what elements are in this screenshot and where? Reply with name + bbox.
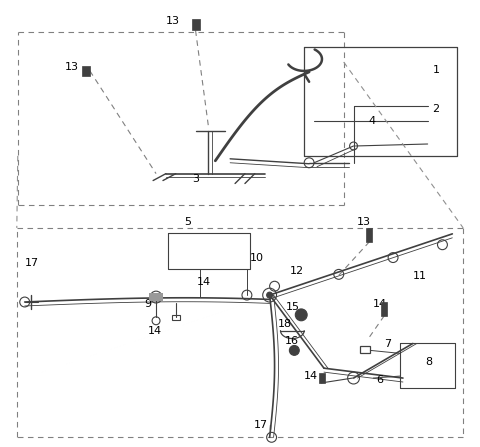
Text: 13: 13 (357, 217, 371, 227)
Bar (360, 346, 371, 354)
Text: 4: 4 (368, 116, 375, 127)
Text: 6: 6 (376, 375, 384, 385)
Bar (192, 19, 200, 30)
Text: 11: 11 (413, 271, 427, 281)
Bar (82, 66, 90, 76)
Text: 5: 5 (184, 217, 191, 227)
Text: 14: 14 (196, 277, 211, 287)
Bar (172, 315, 180, 320)
Text: 15: 15 (286, 302, 300, 312)
Bar (381, 302, 387, 316)
Bar (149, 293, 163, 301)
Text: 7: 7 (384, 339, 391, 350)
Text: 14: 14 (148, 326, 162, 336)
Text: 18: 18 (277, 319, 292, 329)
Text: 13: 13 (166, 16, 180, 25)
Text: 10: 10 (250, 253, 264, 262)
Text: 14: 14 (372, 299, 386, 309)
Text: 3: 3 (192, 173, 200, 184)
Circle shape (267, 292, 273, 298)
Text: 13: 13 (65, 62, 79, 72)
Circle shape (295, 309, 307, 321)
Text: 12: 12 (289, 266, 303, 276)
Text: 14: 14 (304, 371, 318, 381)
Text: 17: 17 (24, 257, 39, 267)
Text: 1: 1 (432, 65, 440, 75)
Bar (366, 228, 372, 242)
Text: 17: 17 (254, 421, 268, 430)
Bar (319, 373, 325, 383)
Text: 8: 8 (426, 357, 433, 367)
Text: 9: 9 (144, 299, 151, 309)
Circle shape (289, 346, 299, 355)
Text: 2: 2 (432, 105, 440, 114)
Text: 16: 16 (285, 336, 299, 346)
